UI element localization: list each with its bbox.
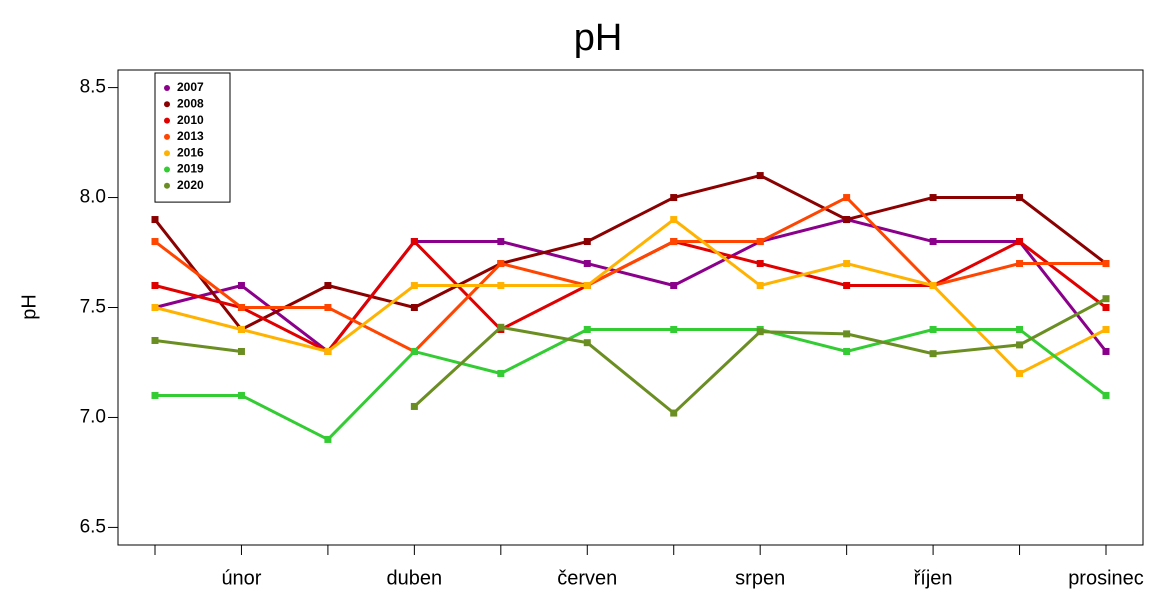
point xyxy=(843,347,851,355)
point xyxy=(756,238,764,246)
x-tick-label: srpen xyxy=(735,567,785,589)
point xyxy=(1016,369,1024,377)
point xyxy=(929,282,937,290)
point xyxy=(843,260,851,268)
point xyxy=(670,238,678,246)
point xyxy=(497,323,505,331)
y-tick-label: 6.5 xyxy=(80,516,106,537)
point xyxy=(843,282,851,290)
point xyxy=(237,325,245,333)
x-tick-label: únor xyxy=(221,567,261,589)
point xyxy=(410,304,418,311)
point xyxy=(670,325,678,333)
point xyxy=(1016,325,1024,333)
point xyxy=(497,260,505,268)
point xyxy=(410,238,418,246)
legend-marker xyxy=(164,182,170,189)
point xyxy=(929,194,937,202)
point xyxy=(1016,341,1024,349)
legend-label: 2020 xyxy=(177,178,204,192)
x-tick-label: říjen xyxy=(914,567,953,589)
series-line xyxy=(154,217,1108,354)
x-tick-label: červen xyxy=(557,567,617,589)
legend-marker xyxy=(164,150,170,157)
x-tick-label: prosinec xyxy=(1068,567,1144,589)
point xyxy=(497,282,505,290)
point xyxy=(1102,260,1110,268)
point xyxy=(929,238,937,246)
point xyxy=(583,325,591,333)
point xyxy=(237,391,245,399)
point xyxy=(151,282,159,290)
point xyxy=(1102,304,1110,311)
point xyxy=(843,216,851,224)
series-line xyxy=(155,327,1107,442)
point xyxy=(670,194,678,202)
point xyxy=(237,282,245,290)
x-tick-label: duben xyxy=(387,567,443,589)
point xyxy=(151,216,159,224)
point xyxy=(583,238,591,246)
point xyxy=(670,409,678,417)
point xyxy=(324,435,332,443)
point xyxy=(151,336,159,344)
point xyxy=(1016,260,1024,268)
legend-label: 2010 xyxy=(177,113,204,127)
point xyxy=(756,172,764,180)
point xyxy=(670,216,678,224)
point xyxy=(1102,347,1110,355)
legend-marker xyxy=(164,101,170,108)
y-tick-label: 8.0 xyxy=(80,187,106,208)
point xyxy=(151,391,159,399)
point xyxy=(410,347,418,355)
legend-marker xyxy=(164,166,170,173)
y-axis-label: pH xyxy=(18,294,40,320)
point xyxy=(670,282,678,290)
point xyxy=(756,328,764,336)
point xyxy=(151,238,159,246)
point xyxy=(843,330,851,338)
point xyxy=(237,304,245,311)
legend-marker xyxy=(164,117,170,124)
point xyxy=(843,194,851,202)
point xyxy=(1102,295,1110,303)
point xyxy=(324,282,332,290)
legend-label: 2007 xyxy=(177,80,204,94)
point xyxy=(929,350,937,358)
point xyxy=(237,347,245,355)
point xyxy=(1102,391,1110,399)
y-tick-label: 7.0 xyxy=(80,406,106,427)
series-line xyxy=(153,173,1107,332)
y-tick-label: 8.5 xyxy=(80,77,106,98)
y-tick-label: 7.5 xyxy=(80,297,106,318)
series-line xyxy=(154,217,1107,376)
legend-marker xyxy=(164,133,170,140)
point xyxy=(756,282,764,290)
legend-label: 2008 xyxy=(177,96,204,110)
point xyxy=(1102,325,1110,333)
legend-marker xyxy=(164,85,170,91)
point xyxy=(151,304,159,311)
point xyxy=(756,260,764,268)
point xyxy=(410,282,418,290)
legend-label: 2016 xyxy=(177,145,204,159)
point xyxy=(324,304,332,311)
point xyxy=(497,369,505,377)
legend-label: 2013 xyxy=(177,129,204,143)
legend-label: 2019 xyxy=(177,162,204,176)
point xyxy=(583,282,591,290)
series-line xyxy=(154,239,1107,354)
point xyxy=(497,238,505,246)
point xyxy=(583,339,591,347)
point xyxy=(1016,238,1024,246)
point xyxy=(324,347,332,355)
point xyxy=(929,325,937,333)
chart-title: pH xyxy=(574,17,623,59)
series-line xyxy=(154,195,1106,354)
point xyxy=(1016,194,1024,202)
point xyxy=(410,402,418,410)
point xyxy=(583,260,591,268)
